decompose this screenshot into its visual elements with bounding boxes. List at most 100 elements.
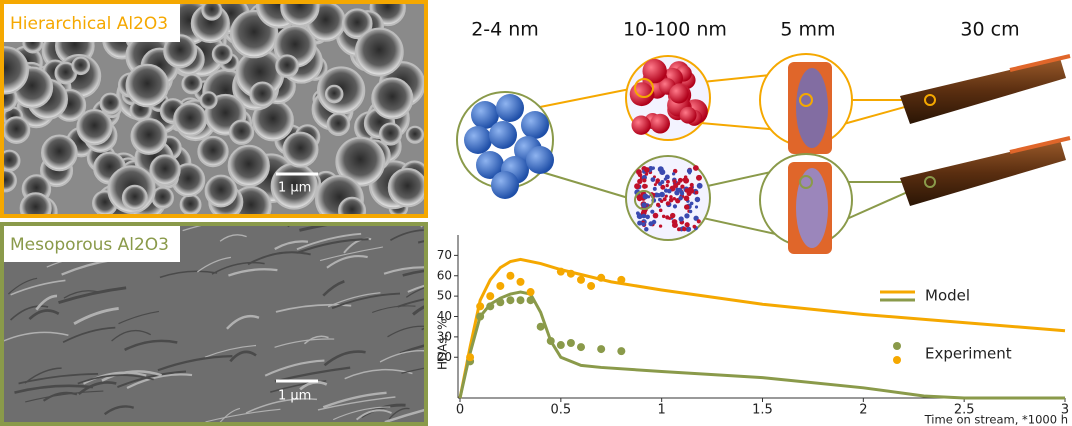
particle — [666, 201, 670, 205]
pore — [283, 133, 317, 167]
particle — [642, 178, 646, 182]
pore — [380, 123, 401, 144]
particle — [680, 185, 684, 189]
particle — [690, 183, 694, 187]
particle — [687, 168, 692, 173]
experiment-point — [476, 313, 484, 321]
particle — [678, 196, 683, 201]
particle — [684, 213, 689, 218]
connectors — [535, 75, 930, 235]
particle — [650, 114, 670, 134]
x-tick-label: 1 — [658, 403, 666, 418]
particle — [682, 178, 685, 181]
particle — [693, 225, 697, 229]
particle — [660, 199, 663, 202]
image-label: Mesoporous Al2O3 — [10, 235, 169, 255]
y-tick-label: 60 — [437, 268, 452, 282]
experiment-point — [476, 302, 484, 310]
scale-bar-label: 1 μm — [278, 389, 311, 404]
pore — [72, 58, 89, 75]
experiment-point — [587, 282, 595, 290]
pore — [131, 119, 166, 154]
particle — [656, 203, 660, 207]
pore — [101, 94, 121, 114]
pore — [201, 92, 217, 108]
particle — [496, 94, 524, 122]
experiment-point — [617, 347, 625, 355]
pore — [123, 186, 147, 210]
pore — [326, 86, 343, 103]
experiment-point — [486, 292, 494, 300]
particle — [644, 227, 648, 231]
y-tick-label: 50 — [437, 289, 452, 303]
pore — [276, 55, 298, 77]
particle — [682, 227, 687, 232]
particle — [654, 183, 657, 186]
particle — [689, 210, 692, 213]
pore — [127, 65, 169, 107]
particle — [665, 195, 668, 198]
experiment-point — [557, 341, 565, 349]
particle — [670, 213, 675, 218]
particle — [685, 222, 690, 227]
particle — [637, 179, 642, 184]
particle — [677, 181, 681, 185]
experiment-point — [496, 282, 504, 290]
pore — [328, 114, 349, 135]
particle — [637, 196, 642, 201]
particle — [677, 227, 681, 231]
ridge — [418, 234, 488, 243]
legend-label: Model — [925, 287, 970, 305]
particle — [651, 166, 654, 169]
particle — [693, 165, 699, 171]
figure: Hierarchical Al2O3 Mesoporous Al2O3 1 μm… — [0, 0, 1072, 426]
particle — [491, 171, 519, 199]
experiment-point — [597, 345, 605, 353]
particle — [696, 175, 702, 181]
y-tick-label: 70 — [437, 248, 452, 262]
particle — [521, 111, 549, 139]
pore — [407, 127, 423, 143]
particle — [697, 183, 703, 189]
particle — [653, 213, 659, 219]
experiment-point — [557, 268, 565, 276]
particle — [664, 178, 667, 181]
scale-label: 5 mm — [780, 19, 835, 41]
particle — [464, 126, 492, 154]
experiment-point — [547, 337, 555, 345]
scale-label: 10-100 nm — [623, 19, 727, 41]
experiment-point — [506, 296, 514, 304]
particle — [697, 219, 701, 223]
particle — [659, 169, 665, 175]
experiment-point — [496, 298, 504, 306]
particle — [672, 222, 678, 228]
particle — [667, 189, 672, 194]
particle — [672, 172, 675, 175]
x-tick-label: 0 — [456, 403, 464, 418]
experiment-point — [527, 296, 535, 304]
particle — [644, 167, 650, 173]
pore — [356, 29, 403, 76]
particle — [641, 202, 646, 207]
experiment-point — [577, 343, 585, 351]
experiment-point — [466, 353, 474, 361]
particle — [659, 224, 662, 227]
pore — [42, 136, 77, 171]
particle — [656, 178, 660, 182]
experiment-point — [577, 276, 585, 284]
particle — [684, 204, 689, 209]
particle — [665, 184, 668, 187]
legend-swatch — [893, 342, 901, 350]
x-axis-label: Time on stream, *1000 h — [924, 413, 1068, 426]
particle — [695, 197, 700, 202]
reactor-tube — [900, 56, 1070, 206]
pore — [198, 137, 227, 166]
experiment-point — [597, 274, 605, 282]
particle — [650, 210, 654, 214]
particle — [673, 204, 677, 208]
scale-label: 2-4 nm — [471, 19, 539, 41]
particle — [669, 84, 688, 103]
particle — [653, 187, 657, 191]
particle — [665, 215, 669, 219]
